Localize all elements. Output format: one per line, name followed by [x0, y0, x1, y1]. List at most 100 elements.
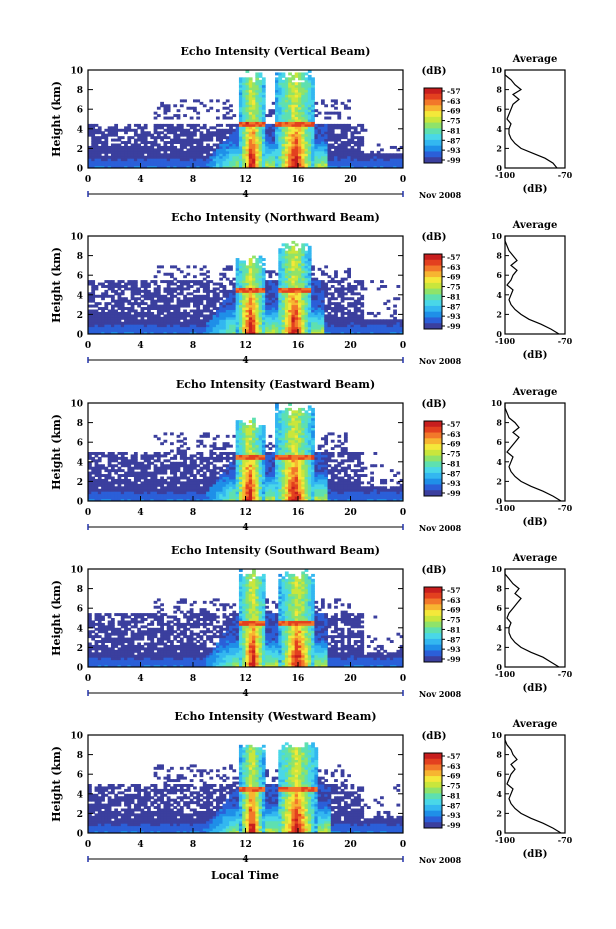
heatmap-cell	[258, 128, 263, 132]
heatmap-cell	[147, 309, 151, 313]
heatmap-cell	[261, 299, 266, 303]
heatmap-cell	[343, 292, 348, 296]
heatmap-cell	[156, 153, 161, 157]
heatmap-cell	[314, 153, 319, 157]
heatmap-cell	[110, 158, 115, 162]
heatmap-cell	[360, 143, 365, 147]
heatmap-cell	[232, 331, 237, 335]
heatmap-cell	[291, 138, 296, 142]
heatmap-cell	[317, 131, 322, 135]
heatmap-cell	[383, 319, 388, 323]
heatmap-cell	[304, 106, 309, 110]
heatmap-cell	[199, 439, 204, 443]
heatmap-cell	[307, 131, 312, 135]
heatmap-cell	[219, 141, 224, 144]
heatmap-cell	[278, 255, 283, 259]
heatmap-cell	[301, 96, 306, 100]
heatmap-cell	[127, 128, 132, 132]
heatmap-cell	[281, 116, 286, 120]
heatmap-cell	[176, 116, 181, 120]
heatmap-cell	[114, 150, 119, 154]
heatmap-cell	[127, 138, 132, 142]
heatmap-cell	[291, 150, 296, 154]
heatmap-cell	[248, 331, 253, 335]
heatmap-cell	[193, 331, 197, 335]
heatmap-cell	[163, 309, 168, 313]
heatmap-cell	[360, 155, 365, 159]
heatmap-cell	[215, 99, 220, 103]
heatmap-cell	[147, 324, 151, 328]
heatmap-cell	[107, 285, 112, 288]
heatmap-cell	[307, 287, 312, 291]
heatmap-cell	[179, 123, 184, 127]
heatmap-cell	[314, 160, 319, 164]
heatmap-cell	[298, 292, 302, 296]
heatmap-cell	[307, 285, 312, 288]
heatmap-cell	[176, 302, 181, 306]
heatmap-cell	[206, 289, 210, 293]
heatmap-cell	[314, 289, 319, 293]
heatmap-cell	[130, 481, 135, 485]
heatmap-cell	[88, 150, 92, 154]
heatmap-cell	[202, 471, 207, 475]
heatmap-cell	[235, 324, 240, 328]
heatmap-cell	[261, 160, 266, 164]
heatmap-cell	[301, 255, 306, 259]
heatmap-cell	[320, 123, 325, 127]
heatmap-cell	[97, 160, 102, 164]
heatmap-cell	[301, 136, 306, 140]
heatmap-cell	[399, 158, 404, 162]
heatmap-cell	[143, 329, 148, 333]
heatmap-cell	[281, 150, 286, 154]
heatmap-cell	[268, 326, 273, 330]
heatmap-cell	[278, 316, 283, 320]
heatmap-cell	[278, 155, 283, 159]
heatmap-cell	[238, 420, 243, 424]
heatmap-cell	[117, 304, 122, 308]
heatmap-cell	[114, 324, 119, 328]
heatmap-cell	[163, 109, 168, 113]
heatmap-cell	[275, 92, 279, 95]
heatmap-cell	[275, 316, 279, 320]
heatmap-cell	[261, 155, 266, 159]
heatmap-cell	[268, 150, 273, 154]
heatmap-cell	[199, 319, 204, 323]
heatmap-cell	[360, 138, 365, 142]
heatmap-cell	[383, 163, 388, 167]
heatmap-cell	[196, 316, 201, 320]
heatmap-cell	[163, 136, 168, 140]
heatmap-cell	[357, 148, 361, 152]
heatmap-cell	[284, 282, 289, 286]
heatmap-cell	[327, 111, 332, 115]
heatmap-cell	[389, 165, 394, 169]
heatmap-cell	[133, 143, 138, 147]
heatmap-cell	[232, 292, 237, 296]
heatmap-cell	[127, 324, 132, 328]
heatmap-cell	[170, 163, 174, 167]
heatmap-cell	[366, 158, 371, 162]
heatmap-cell	[275, 292, 279, 296]
heatmap-cell	[301, 114, 306, 118]
heatmap-cell	[189, 297, 194, 301]
heatmap-cell	[298, 72, 302, 76]
heatmap-cell	[271, 297, 276, 301]
heatmap-cell	[170, 304, 174, 308]
heatmap-cell	[281, 314, 286, 318]
heatmap-cell	[133, 299, 138, 303]
heatmap-cell	[314, 131, 319, 135]
heatmap-cell	[101, 133, 105, 137]
heatmap-cell	[304, 145, 309, 149]
heatmap-cell	[196, 309, 201, 313]
heatmap-cell	[288, 119, 292, 122]
heatmap-cell	[137, 126, 141, 130]
heatmap-cell	[334, 136, 338, 140]
heatmap-cell	[117, 331, 122, 335]
heatmap-cell	[176, 285, 181, 288]
heatmap-cell	[380, 319, 384, 323]
heatmap-cell	[176, 447, 181, 451]
heatmap-cell	[97, 456, 102, 460]
heatmap-cell	[301, 143, 306, 147]
heatmap-cell	[229, 158, 233, 162]
colorbar-tick-label: -69	[447, 107, 461, 116]
heatmap-cell	[320, 282, 325, 286]
